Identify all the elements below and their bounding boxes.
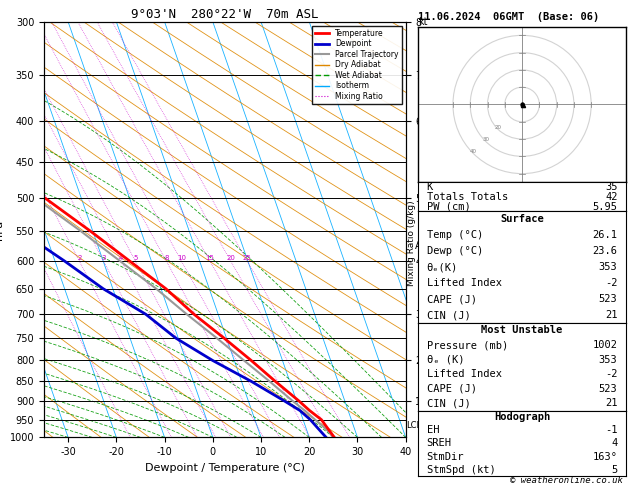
- Text: θₑ (K): θₑ (K): [426, 355, 464, 364]
- Text: Mixing Ratio (g/kg): Mixing Ratio (g/kg): [408, 200, 416, 286]
- Text: 163°: 163°: [593, 451, 618, 462]
- Text: 20: 20: [494, 125, 501, 130]
- Text: 21: 21: [605, 310, 618, 320]
- Text: CIN (J): CIN (J): [426, 399, 470, 408]
- Text: θₑ(K): θₑ(K): [426, 262, 458, 272]
- Text: LCL: LCL: [406, 420, 421, 430]
- Legend: Temperature, Dewpoint, Parcel Trajectory, Dry Adiabat, Wet Adiabat, Isotherm, Mi: Temperature, Dewpoint, Parcel Trajectory…: [313, 26, 402, 104]
- Text: 8: 8: [164, 255, 169, 261]
- Text: kt: kt: [418, 17, 428, 27]
- Text: Dewp (°C): Dewp (°C): [426, 246, 483, 256]
- Text: 5: 5: [611, 465, 618, 475]
- Text: -2: -2: [605, 369, 618, 379]
- Text: 353: 353: [599, 355, 618, 364]
- Text: 3: 3: [101, 255, 106, 261]
- Text: 40: 40: [470, 149, 477, 154]
- Text: -1: -1: [605, 425, 618, 435]
- Text: 15: 15: [206, 255, 214, 261]
- Text: CIN (J): CIN (J): [426, 310, 470, 320]
- Text: SREH: SREH: [426, 438, 452, 449]
- Text: 23.6: 23.6: [593, 246, 618, 256]
- Text: © weatheronline.co.uk: © weatheronline.co.uk: [510, 475, 623, 485]
- Text: Hodograph: Hodograph: [494, 412, 550, 421]
- Text: 2: 2: [77, 255, 82, 261]
- Text: 5: 5: [133, 255, 138, 261]
- Text: PW (cm): PW (cm): [426, 202, 470, 211]
- Text: 11.06.2024  06GMT  (Base: 06): 11.06.2024 06GMT (Base: 06): [418, 12, 599, 22]
- Text: Temp (°C): Temp (°C): [426, 230, 483, 241]
- Text: 20: 20: [226, 255, 235, 261]
- Text: 4: 4: [119, 255, 123, 261]
- Text: CAPE (J): CAPE (J): [426, 294, 477, 304]
- Text: 10: 10: [177, 255, 186, 261]
- Text: 5.95: 5.95: [593, 202, 618, 211]
- Text: Most Unstable: Most Unstable: [481, 325, 563, 335]
- Text: -2: -2: [605, 278, 618, 288]
- Text: K: K: [426, 182, 433, 192]
- Text: Lifted Index: Lifted Index: [426, 369, 501, 379]
- Text: StmSpd (kt): StmSpd (kt): [426, 465, 496, 475]
- X-axis label: Dewpoint / Temperature (°C): Dewpoint / Temperature (°C): [145, 463, 305, 473]
- Text: 1002: 1002: [593, 340, 618, 350]
- Y-axis label: km
ASL: km ASL: [415, 230, 433, 251]
- Text: 21: 21: [605, 399, 618, 408]
- Text: 42: 42: [605, 192, 618, 202]
- Text: 26.1: 26.1: [593, 230, 618, 241]
- Text: Lifted Index: Lifted Index: [426, 278, 501, 288]
- Text: Surface: Surface: [500, 213, 544, 224]
- Text: 25: 25: [243, 255, 252, 261]
- Text: 4: 4: [611, 438, 618, 449]
- Text: StmDir: StmDir: [426, 451, 464, 462]
- Text: 30: 30: [482, 137, 489, 142]
- Text: 523: 523: [599, 384, 618, 394]
- Text: 523: 523: [599, 294, 618, 304]
- Text: CAPE (J): CAPE (J): [426, 384, 477, 394]
- Text: EH: EH: [426, 425, 439, 435]
- Y-axis label: hPa: hPa: [0, 220, 4, 240]
- Text: 35: 35: [605, 182, 618, 192]
- Text: 353: 353: [599, 262, 618, 272]
- Text: Pressure (mb): Pressure (mb): [426, 340, 508, 350]
- Title: 9°03'N  280°22'W  70m ASL: 9°03'N 280°22'W 70m ASL: [131, 8, 319, 21]
- Text: Totals Totals: Totals Totals: [426, 192, 508, 202]
